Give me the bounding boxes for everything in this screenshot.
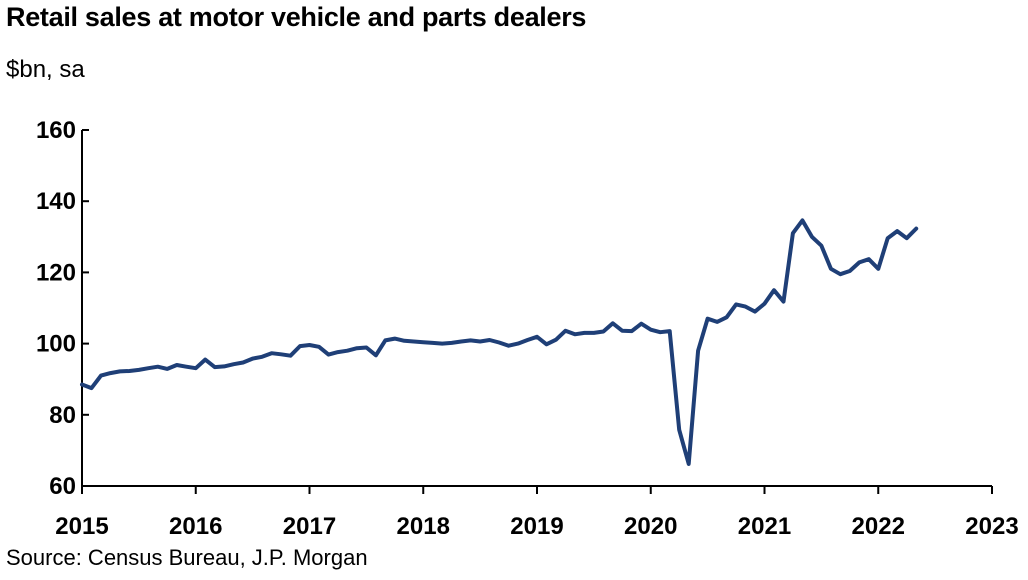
series-layer bbox=[80, 218, 919, 466]
axes: 60 80 100 120 140 160 2015 2016 2017 2018 2019 2020… bbox=[36, 117, 1019, 540]
chart-title: Retail sales at motor vehicle and parts … bbox=[6, 2, 587, 32]
y-tick-label: 100 bbox=[36, 331, 76, 358]
y-tick-label: 60 bbox=[49, 473, 76, 500]
y-tick-label: 120 bbox=[36, 259, 76, 286]
y-tick-label: 160 bbox=[36, 117, 76, 144]
series-line-0 bbox=[80, 218, 919, 466]
x-tick-label: 2015 bbox=[55, 513, 108, 540]
chart-subtitle: $bn, sa bbox=[6, 56, 85, 83]
x-tick-label: 2018 bbox=[397, 513, 450, 540]
x-tick-label: 2021 bbox=[738, 513, 791, 540]
y-tick-label: 80 bbox=[49, 402, 76, 429]
source-note: Source: Census Bureau, J.P. Morgan bbox=[6, 545, 368, 570]
x-tick-label: 2022 bbox=[852, 513, 905, 540]
x-tick-label: 2016 bbox=[169, 513, 222, 540]
x-tick-label: 2020 bbox=[624, 513, 677, 540]
x-tick-label: 2019 bbox=[510, 513, 563, 540]
x-tick-label: 2017 bbox=[283, 513, 336, 540]
y-tick-label: 140 bbox=[36, 188, 76, 215]
x-tick-label: 2023 bbox=[965, 513, 1018, 540]
